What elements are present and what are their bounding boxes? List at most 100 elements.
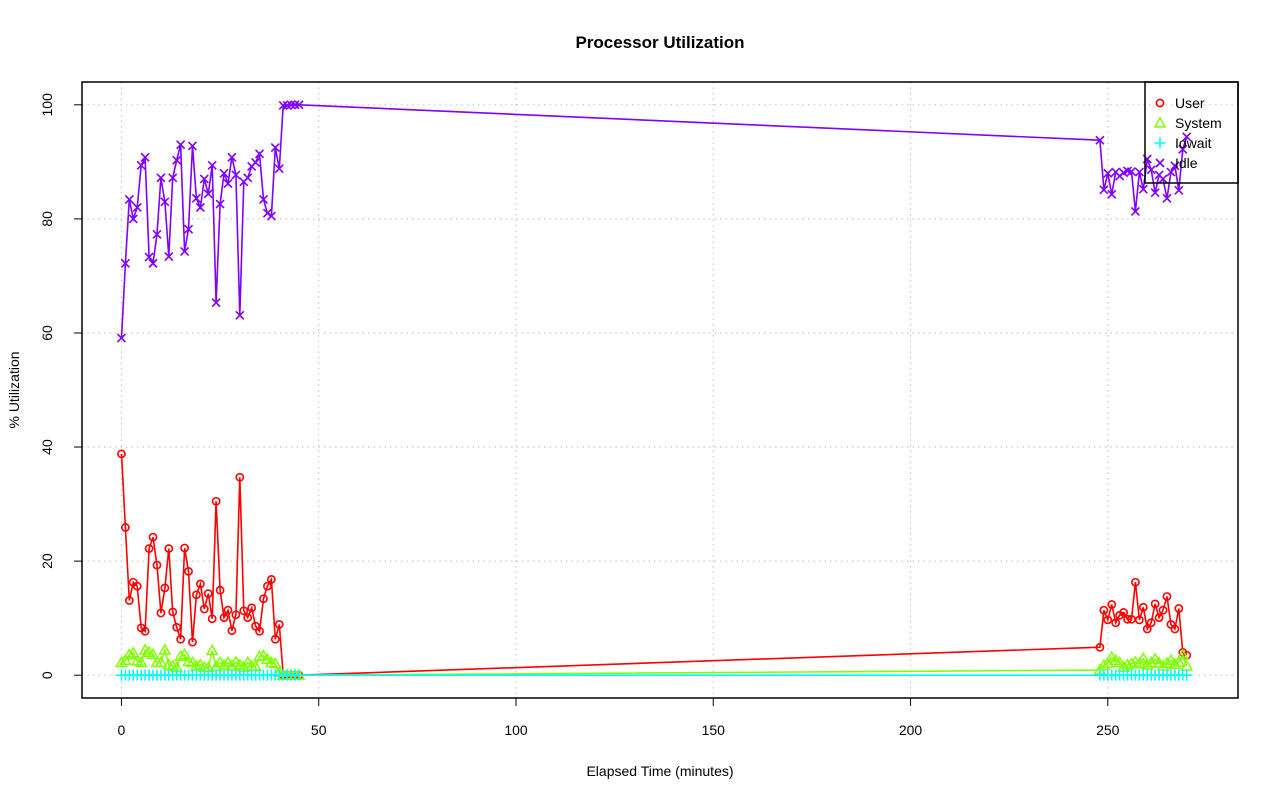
data-point (1130, 206, 1140, 217)
data-point (211, 298, 221, 308)
data-point (140, 152, 150, 162)
data-point (1154, 613, 1164, 622)
data-point (195, 579, 205, 589)
data-point (158, 643, 172, 655)
data-point (1138, 602, 1148, 612)
data-point (274, 164, 284, 174)
data-point (176, 634, 186, 644)
data-point (1103, 168, 1113, 178)
data-point (168, 607, 178, 617)
data-point (187, 141, 198, 151)
data-point (1182, 132, 1192, 142)
data-point (1181, 669, 1193, 681)
data-point (154, 655, 168, 668)
data-point (290, 100, 300, 110)
data-point (1099, 185, 1109, 195)
data-point (118, 653, 132, 666)
data-point (1111, 618, 1121, 628)
data-point (211, 496, 221, 506)
data-point (174, 649, 188, 662)
data-point (152, 229, 162, 239)
data-point (1099, 605, 1109, 615)
legend-marker (1155, 158, 1165, 168)
y-tick-label: 20 (39, 553, 55, 569)
data-point (243, 173, 253, 183)
chart-title: Processor Utilization (575, 33, 744, 52)
data-point (219, 613, 229, 622)
plot-frame (81, 81, 1239, 699)
data-point (156, 608, 166, 618)
data-point (231, 170, 241, 180)
data-point (132, 581, 142, 591)
data-point (207, 614, 217, 624)
data-point (235, 472, 245, 482)
data-point (1160, 656, 1174, 668)
data-point (239, 606, 249, 616)
data-point (215, 199, 225, 209)
data-point (176, 140, 186, 150)
data-point (293, 669, 305, 681)
data-point (278, 100, 288, 110)
data-point (268, 657, 282, 669)
data-point (148, 532, 158, 542)
data-point (1142, 624, 1152, 634)
data-point (1126, 166, 1137, 177)
data-point (164, 544, 174, 553)
data-point (146, 647, 160, 660)
y-axis-label: % Utilization (6, 351, 22, 428)
data-point (1107, 189, 1117, 199)
data-point (1158, 605, 1168, 615)
series-line (120, 453, 1188, 677)
x-axis-label: Elapsed Time (minutes) (586, 763, 733, 779)
legend-box (1144, 81, 1239, 184)
data-point (116, 333, 127, 343)
data-point (164, 251, 174, 262)
data-point (254, 149, 265, 159)
data-point (266, 211, 276, 221)
data-point (1146, 618, 1156, 628)
y-tick-label: 40 (39, 439, 55, 455)
x-tick-label: 200 (899, 722, 923, 738)
data-point (1123, 614, 1132, 624)
y-tick-label: 100 (39, 93, 55, 117)
data-point (144, 544, 154, 553)
data-point (199, 604, 209, 614)
data-point (227, 626, 237, 636)
data-point (219, 168, 229, 178)
legend-label: Iowait (1175, 135, 1212, 151)
data-point (205, 643, 219, 656)
series-line (120, 104, 1188, 339)
data-point (259, 594, 268, 604)
legend-marker (1153, 116, 1167, 128)
data-point (172, 155, 182, 165)
series-idle (116, 100, 1192, 343)
data-point (1131, 577, 1140, 587)
data-point (1140, 658, 1154, 670)
data-point (134, 655, 148, 668)
legend: User System Iowait Idle (1144, 81, 1239, 184)
data-point (124, 194, 134, 205)
data-point (1170, 161, 1180, 171)
data-point (132, 202, 142, 213)
data-point (243, 613, 253, 622)
data-point (1162, 193, 1172, 203)
data-point (1097, 658, 1111, 671)
data-point (223, 605, 233, 615)
data-point (168, 173, 178, 183)
data-point (227, 152, 237, 162)
data-point (122, 647, 136, 660)
data-point (160, 583, 170, 593)
data-point (1170, 624, 1180, 634)
data-point (124, 596, 134, 605)
data-point (1174, 185, 1184, 195)
data-point (120, 258, 130, 268)
data-point (223, 178, 233, 189)
data-point (235, 310, 245, 320)
data-point (294, 100, 304, 110)
data-point (183, 224, 194, 234)
data-point (215, 585, 225, 595)
data-point (217, 658, 231, 670)
legend-label: Idle (1175, 155, 1198, 171)
data-point (1136, 651, 1150, 664)
